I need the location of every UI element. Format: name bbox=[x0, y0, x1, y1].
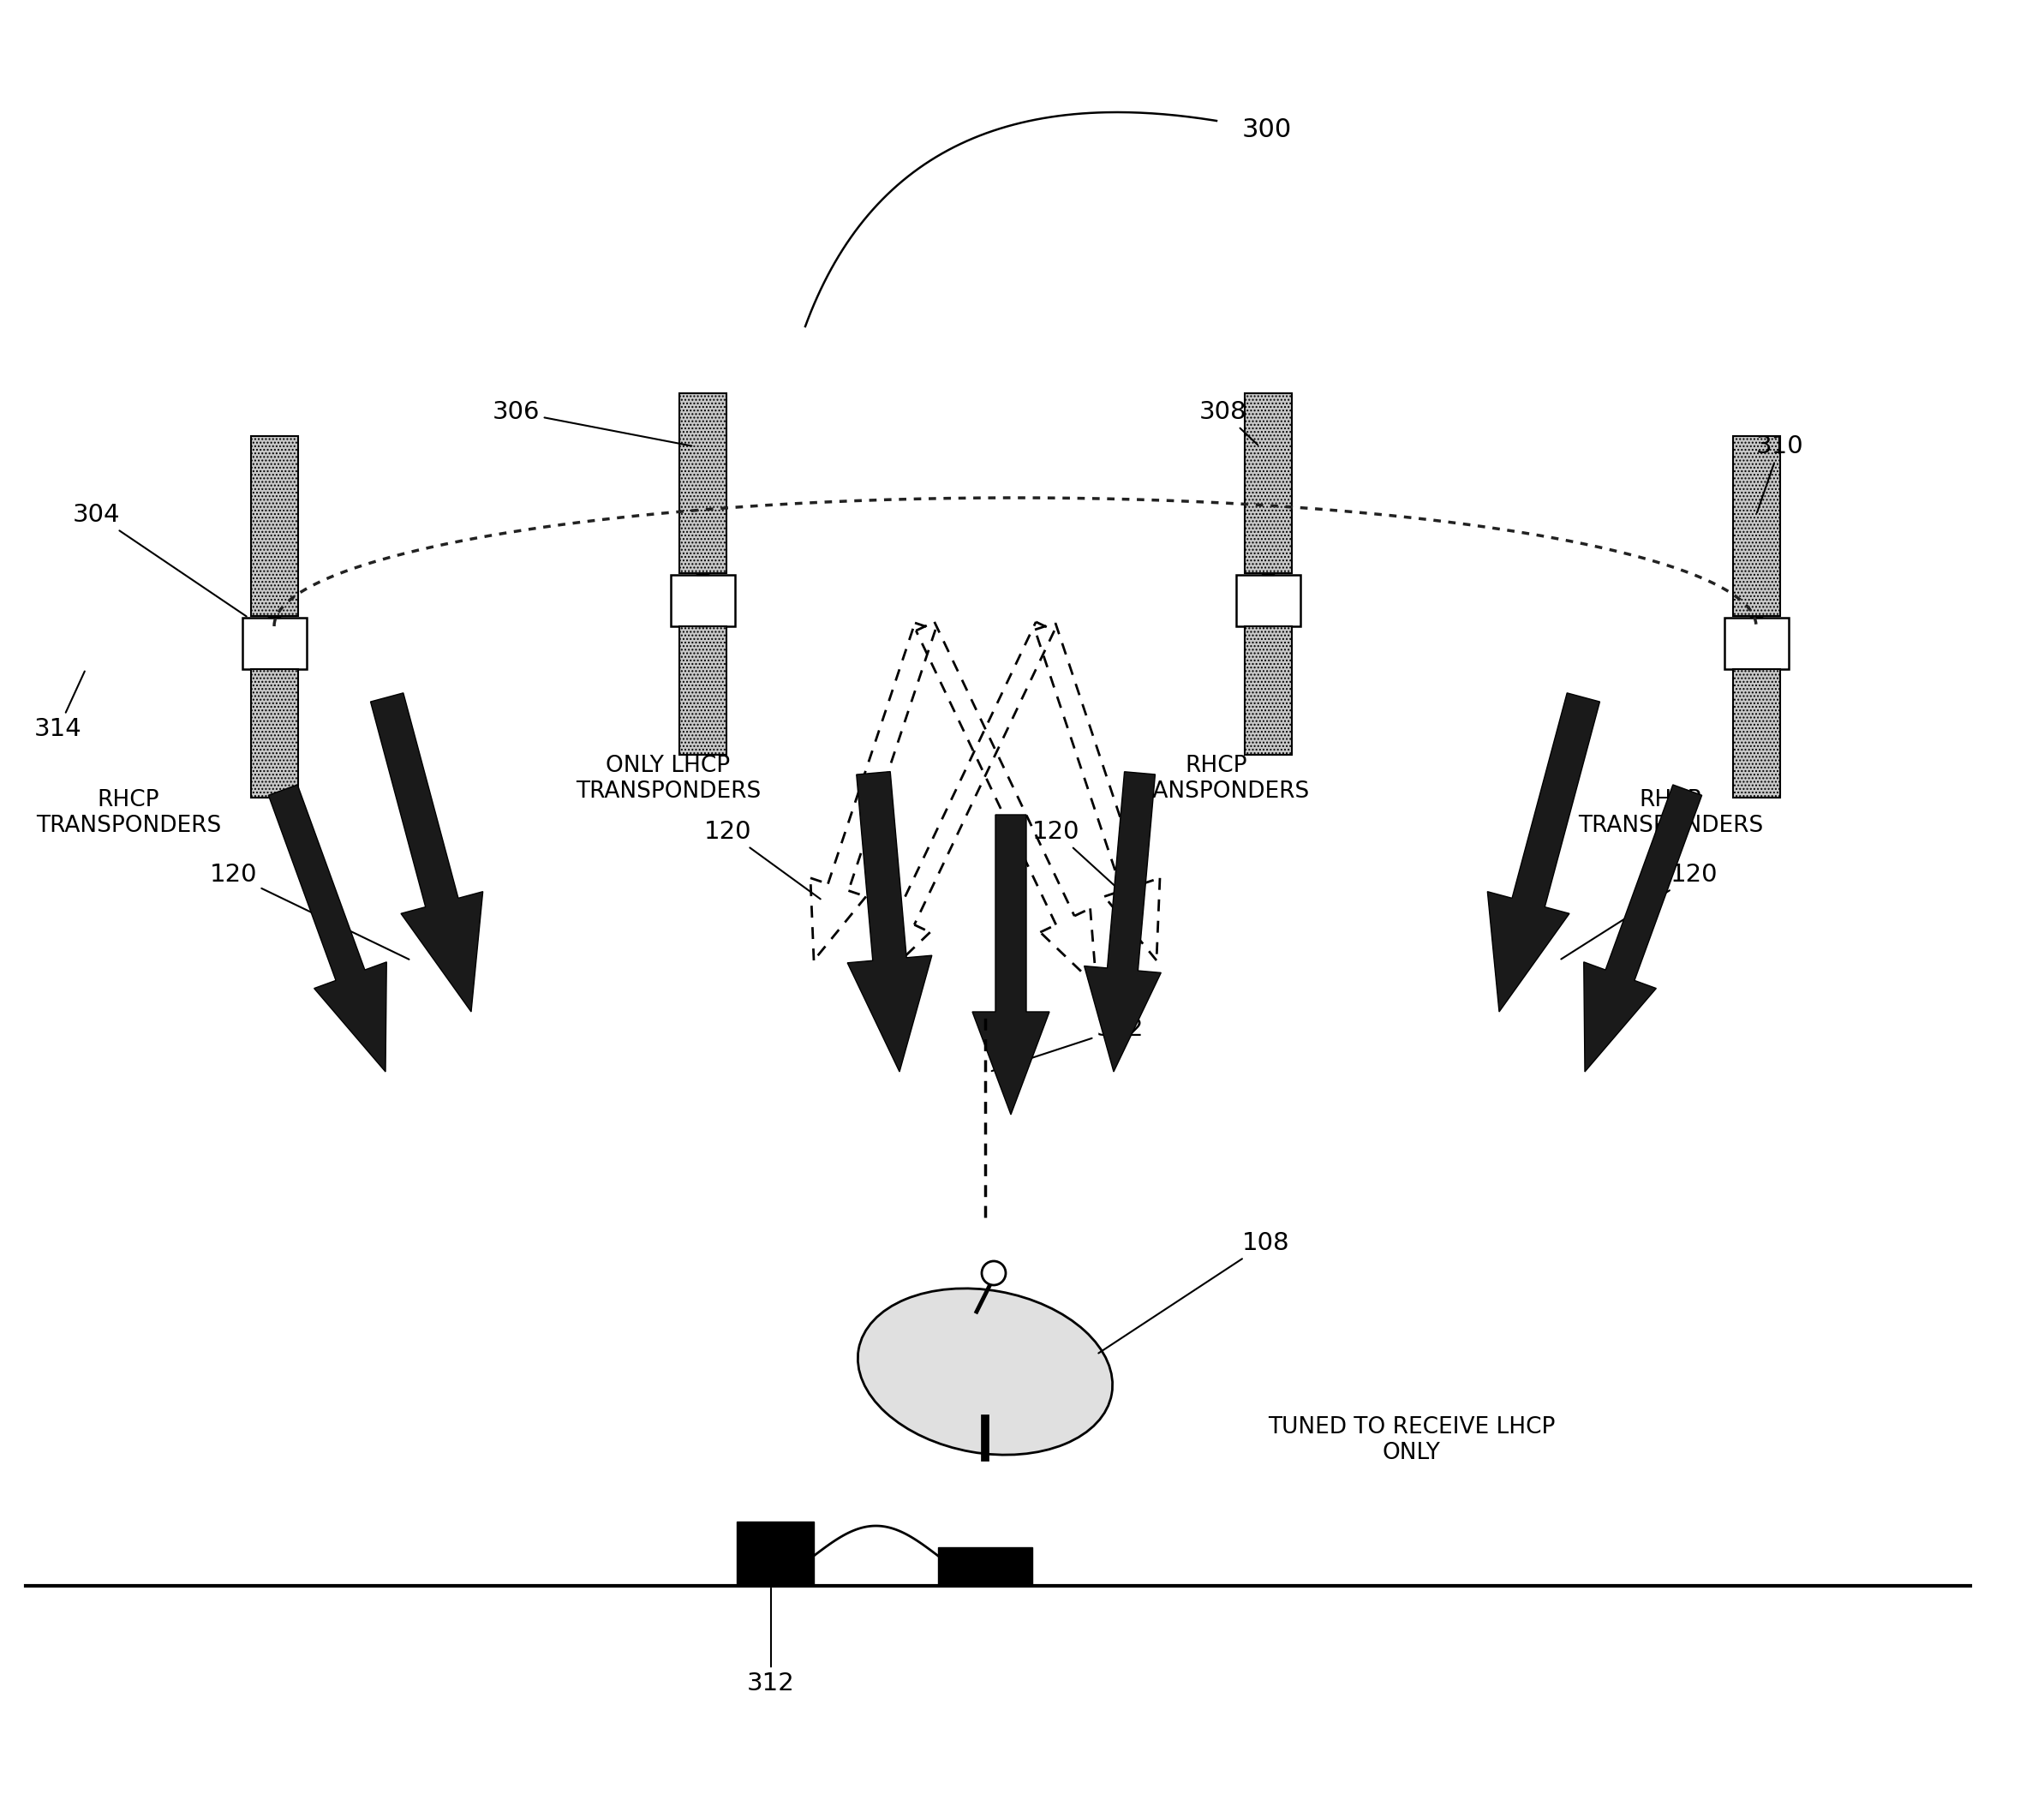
Bar bbox=[1245, 392, 1292, 572]
Text: TUNED TO RECEIVE LHCP
ONLY: TUNED TO RECEIVE LHCP ONLY bbox=[1267, 1417, 1555, 1463]
Text: RHCP
TRANSPONDERS: RHCP TRANSPONDERS bbox=[37, 788, 221, 837]
Text: RHCP
TRANSPONDERS: RHCP TRANSPONDERS bbox=[1124, 754, 1308, 803]
Bar bbox=[1733, 670, 1780, 797]
Text: ONLY LHCP
TRANSPONDERS: ONLY LHCP TRANSPONDERS bbox=[576, 754, 760, 803]
Text: 108: 108 bbox=[1098, 1231, 1290, 1354]
Bar bbox=[938, 1548, 1032, 1586]
Bar bbox=[1245, 626, 1292, 754]
Bar bbox=[241, 617, 307, 670]
Text: 120: 120 bbox=[208, 862, 409, 959]
Polygon shape bbox=[1083, 772, 1161, 1071]
Bar bbox=[251, 436, 298, 616]
Text: 120: 120 bbox=[1562, 862, 1719, 959]
Bar bbox=[1245, 392, 1292, 572]
Bar bbox=[736, 1521, 814, 1586]
Text: 120: 120 bbox=[1032, 819, 1128, 898]
Bar bbox=[251, 436, 298, 616]
Polygon shape bbox=[848, 772, 932, 1071]
Text: 306: 306 bbox=[493, 400, 691, 446]
Bar bbox=[1733, 436, 1780, 616]
Ellipse shape bbox=[858, 1289, 1112, 1454]
Bar bbox=[1733, 670, 1780, 797]
Text: 308: 308 bbox=[1200, 400, 1257, 445]
Polygon shape bbox=[1488, 693, 1600, 1012]
Bar bbox=[1723, 617, 1788, 670]
Bar bbox=[679, 392, 726, 572]
Text: 312: 312 bbox=[748, 1588, 795, 1696]
Text: 310: 310 bbox=[1756, 434, 1803, 513]
Polygon shape bbox=[1584, 785, 1703, 1071]
Bar bbox=[1237, 574, 1300, 626]
Polygon shape bbox=[268, 785, 386, 1071]
Polygon shape bbox=[973, 815, 1049, 1114]
Text: 314: 314 bbox=[35, 671, 84, 742]
Text: 302: 302 bbox=[991, 1017, 1145, 1071]
Text: RHCP
TRANSPONDERS: RHCP TRANSPONDERS bbox=[1578, 788, 1764, 837]
Text: 300: 300 bbox=[1243, 117, 1292, 142]
Bar bbox=[1733, 436, 1780, 616]
Bar bbox=[679, 626, 726, 754]
Bar bbox=[679, 392, 726, 572]
Circle shape bbox=[981, 1262, 1006, 1285]
Bar bbox=[679, 626, 726, 754]
Bar bbox=[670, 574, 734, 626]
Polygon shape bbox=[370, 693, 482, 1012]
Bar bbox=[251, 670, 298, 797]
Bar bbox=[1245, 626, 1292, 754]
Text: 120: 120 bbox=[705, 819, 820, 898]
Bar bbox=[251, 670, 298, 797]
Text: 304: 304 bbox=[72, 502, 247, 616]
